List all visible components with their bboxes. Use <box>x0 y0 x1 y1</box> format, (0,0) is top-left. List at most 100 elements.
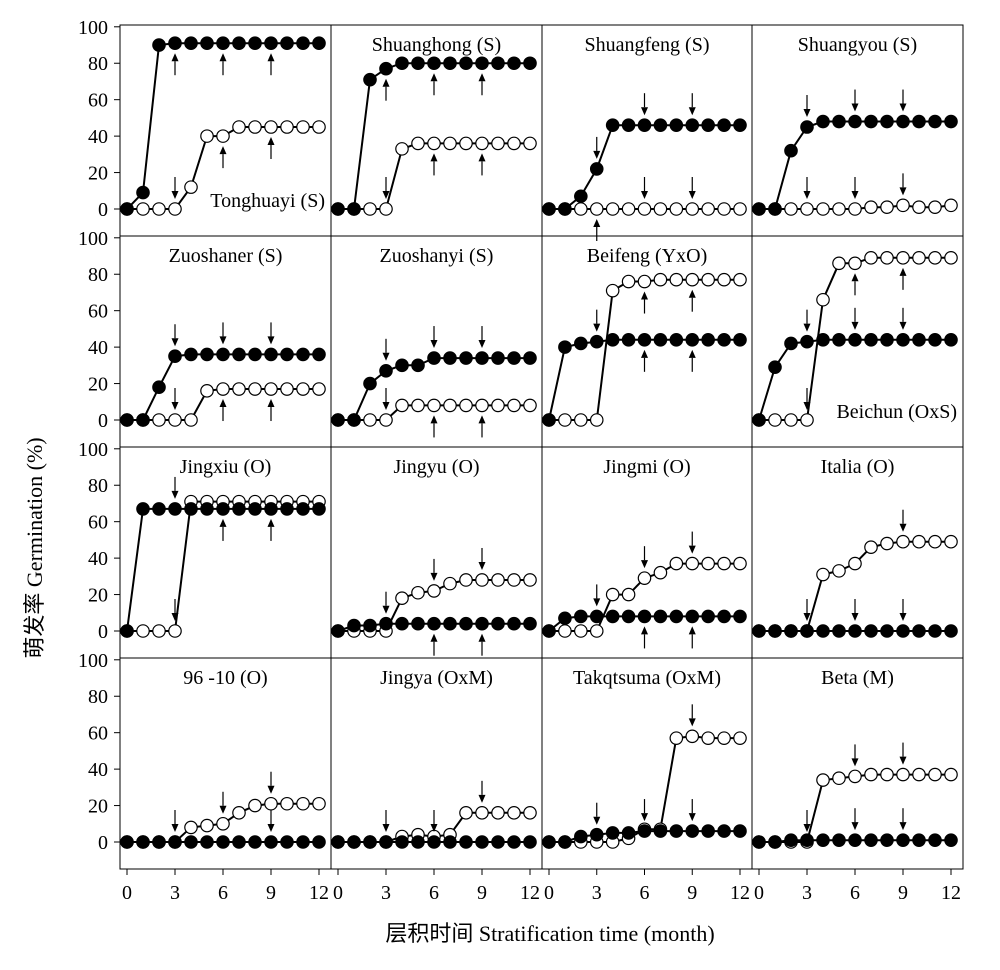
filled-point <box>427 56 441 71</box>
x-axis-label: 层积时间 Stratification time (month) <box>385 921 714 946</box>
x-tick-label: 12 <box>941 882 961 904</box>
filled-point <box>152 835 166 849</box>
open-point <box>928 200 942 214</box>
open-point <box>475 398 489 413</box>
filled-point <box>768 202 782 216</box>
open-point <box>280 796 294 811</box>
filled-point <box>768 624 782 638</box>
filled-point <box>264 36 278 50</box>
open-point <box>232 806 246 820</box>
open-point <box>637 202 652 216</box>
filled-point <box>395 56 409 71</box>
open-point <box>491 136 505 151</box>
x-tick-label: 6 <box>850 882 860 904</box>
filled-point <box>816 333 830 347</box>
arrow-head <box>851 321 859 330</box>
open-point <box>280 382 294 396</box>
arrow-head <box>267 137 275 146</box>
filled-point <box>507 835 521 849</box>
open-point <box>312 382 326 396</box>
filled-point <box>395 358 409 373</box>
filled-point <box>491 616 505 631</box>
arrow-head <box>593 323 601 332</box>
filled-point <box>280 835 294 849</box>
open-point <box>168 202 182 216</box>
x-tick-label: 12 <box>520 882 540 904</box>
panel-frame <box>330 24 543 237</box>
filled-point <box>475 56 489 71</box>
open-point <box>184 180 198 194</box>
open-point <box>574 202 588 216</box>
open-point <box>733 202 747 216</box>
filled-point <box>864 333 878 347</box>
arrow-head <box>851 191 859 199</box>
filled-point <box>912 624 926 638</box>
filled-point <box>880 333 894 347</box>
open-point <box>621 202 636 216</box>
filled-point <box>216 36 230 50</box>
open-point <box>717 556 731 571</box>
filled-point <box>733 333 747 347</box>
filled-point <box>491 835 505 849</box>
arrow-head <box>478 794 486 803</box>
filled-point <box>427 351 441 365</box>
open-point <box>701 272 715 287</box>
open-point <box>733 731 747 745</box>
open-point <box>621 587 636 602</box>
filled-point <box>248 835 262 849</box>
filled-point <box>136 502 150 516</box>
open-point <box>411 398 425 413</box>
filled-point <box>184 502 198 516</box>
open-point <box>395 142 409 156</box>
arrow-head <box>430 73 438 82</box>
panel-title: Jingmi (O) <box>603 456 690 478</box>
open-point <box>864 251 878 265</box>
open-point <box>184 413 198 427</box>
y-tick-label: 80 <box>88 264 108 286</box>
panel-15: Takqtsuma (OxM) <box>541 657 753 870</box>
filled-point <box>784 833 798 847</box>
panel-title: Zuoshanyi (S) <box>380 245 494 267</box>
panel-1: Tonghuayi (S) <box>119 24 332 237</box>
arrow-head <box>593 598 601 607</box>
filled-point <box>574 189 588 204</box>
arrow-head <box>641 349 648 358</box>
filled-point <box>120 413 134 427</box>
open-point <box>491 573 505 587</box>
filled-point <box>733 118 747 132</box>
open-point <box>701 731 715 745</box>
filled-point <box>523 56 537 71</box>
filled-point <box>816 833 830 847</box>
filled-point <box>200 502 214 516</box>
y-tick-label: 60 <box>88 723 108 745</box>
open-point <box>832 771 846 786</box>
filled-point <box>184 36 198 50</box>
open-point <box>816 202 830 216</box>
open-point <box>312 796 326 811</box>
open-point <box>848 202 862 216</box>
arrow-head <box>267 399 275 408</box>
filled-point <box>280 502 294 516</box>
filled-point <box>475 835 489 849</box>
panel-3: Shuangfeng (S) <box>541 24 753 241</box>
filled-point <box>136 413 150 427</box>
filled-point <box>347 618 361 633</box>
open-point <box>443 398 457 413</box>
y-tick-label: 100 <box>78 228 108 250</box>
filled-point <box>168 502 182 516</box>
arrow-head <box>688 718 696 727</box>
arrow-head <box>219 336 227 345</box>
open-point <box>832 564 846 578</box>
open-point <box>216 129 230 143</box>
open-point <box>152 624 166 638</box>
y-tick-label: 60 <box>88 512 108 534</box>
open-point <box>848 256 862 271</box>
filled-point <box>363 72 377 87</box>
open-point <box>816 292 830 307</box>
filled-point <box>507 351 521 365</box>
panel-6: Zuoshanyi (S) <box>330 235 543 448</box>
panel-9: Jingxiu (O) <box>119 446 332 659</box>
filled-point <box>701 118 715 132</box>
filled-point <box>184 835 198 849</box>
panel-5: Zuoshaner (S) <box>119 235 332 448</box>
